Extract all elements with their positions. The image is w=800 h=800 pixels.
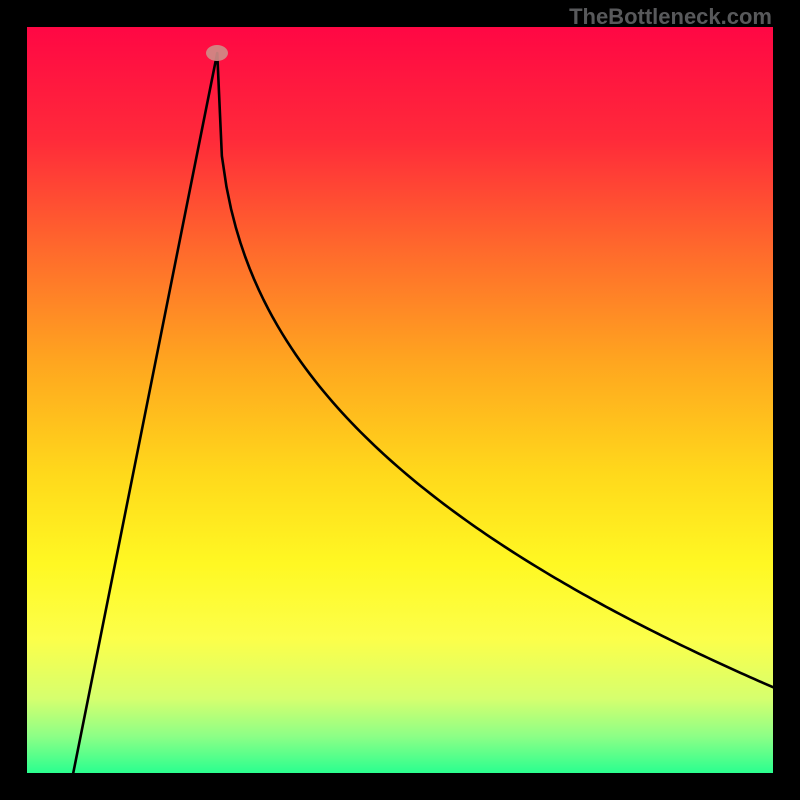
bottleneck-chart: [27, 27, 773, 773]
optimal-point-marker: [206, 45, 228, 61]
chart-container: { "watermark": { "text": "TheBottleneck.…: [0, 0, 800, 800]
gradient-background: [27, 27, 773, 773]
